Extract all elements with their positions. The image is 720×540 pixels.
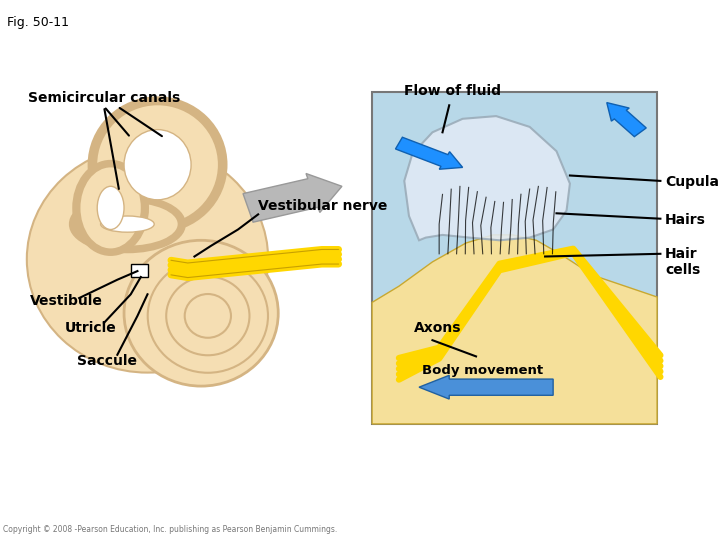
Text: Flow of fluid: Flow of fluid [404,84,501,98]
Bar [132,264,148,277]
Text: Copyright © 2008 -Pearson Education, Inc. publishing as Pearson Benjamin Cumming: Copyright © 2008 -Pearson Education, Inc… [4,524,338,534]
FancyArrow shape [395,137,463,169]
Text: Axons: Axons [414,321,462,335]
Polygon shape [372,235,657,424]
Ellipse shape [97,186,124,230]
Text: Utricle: Utricle [65,321,117,335]
Ellipse shape [27,146,268,373]
Polygon shape [405,116,570,240]
FancyArrow shape [607,103,647,137]
Ellipse shape [77,202,178,246]
Ellipse shape [97,105,218,224]
Ellipse shape [81,167,141,248]
Text: Fig. 50-11: Fig. 50-11 [6,16,68,29]
Text: Semicircular canals: Semicircular canals [28,91,180,105]
Bar [372,302,657,424]
Text: Hairs: Hairs [665,213,706,227]
Text: Cupula: Cupula [665,175,719,189]
Text: Vestibular nerve: Vestibular nerve [258,199,387,213]
Text: Body movement: Body movement [422,364,544,377]
Ellipse shape [124,130,191,200]
Text: Vestibule: Vestibule [30,294,103,308]
Text: Hair
cells: Hair cells [665,247,701,277]
Ellipse shape [124,240,278,386]
Ellipse shape [101,216,154,232]
FancyBboxPatch shape [372,92,657,424]
Text: Saccule: Saccule [77,354,138,368]
FancyArrow shape [419,375,553,399]
FancyArrow shape [243,173,342,222]
